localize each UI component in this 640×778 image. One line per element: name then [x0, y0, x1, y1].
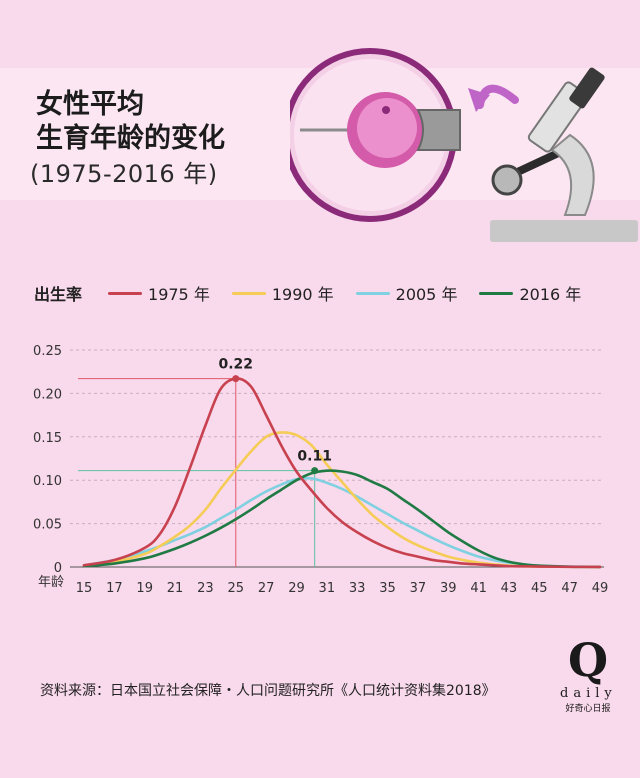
series-line-2005 — [82, 476, 602, 569]
egg-nucleus — [357, 98, 417, 158]
x-tick-label: 49 — [592, 581, 609, 596]
page-subtitle: (1975-2016 年) — [30, 160, 218, 188]
legend-item-2016: 2016 年 — [479, 281, 581, 305]
logo-letter: Q — [567, 633, 609, 687]
title-line-2: 生育年龄的变化 — [36, 123, 225, 154]
qdaily-logo: Q daily 好奇心日报 — [560, 633, 617, 714]
pink-arrow-head-icon — [468, 88, 490, 112]
legend-text-2016: 2016 年 — [519, 285, 582, 304]
y-tick-label: 0.20 — [33, 387, 62, 402]
pipette — [416, 109, 461, 151]
logo-cn: 好奇心日报 — [565, 704, 611, 714]
source-note: 资料来源：日本国立社会保障・人口问题研究所《人口统计资料集2018》 — [40, 683, 496, 699]
x-tick-label: 39 — [440, 581, 457, 596]
legend-swatch-1975 — [108, 291, 143, 295]
page-title: 女性平均 生育年龄的变化 — [36, 88, 225, 156]
legend-swatch-2005 — [355, 291, 390, 295]
series-line-1990 — [82, 431, 602, 569]
egg-center — [382, 106, 390, 114]
microscope-eyepiece — [569, 67, 605, 109]
y-tick-label: 0.15 — [33, 431, 62, 446]
legend-item-1990: 1990 年 — [231, 281, 334, 305]
x-tick-label: 37 — [410, 581, 427, 596]
x-tick-label: 33 — [349, 581, 366, 596]
legend-text-1975: 1975 年 — [148, 285, 210, 304]
microscope-mirror — [491, 164, 523, 196]
legend-text-2005: 2005 年 — [395, 285, 458, 304]
x-tick-label: 45 — [531, 581, 548, 596]
x-tick-label: 17 — [106, 581, 123, 596]
annotation-label: 0.11 — [297, 449, 332, 465]
birth-rate-chart: 0 0.05 0.10 0.15 0.20 0.25 15 17 19 21 23 25 27 29 31 3… — [33, 344, 609, 596]
title-line-1: 女性平均 — [36, 89, 144, 120]
legend-label: 出生率 — [34, 285, 83, 304]
x-tick-label: 27 — [258, 581, 275, 596]
x-tick-label: 43 — [501, 581, 518, 596]
series-line-1975 — [82, 377, 602, 569]
microscope-base — [490, 220, 638, 242]
legend-item-1975: 1975 年 — [108, 281, 210, 305]
x-tick-label: 21 — [167, 581, 184, 596]
legend-swatch-1990 — [231, 291, 266, 295]
x-tick-label: 23 — [197, 581, 214, 596]
x-axis-label: 年龄 — [38, 575, 64, 590]
y-tick-label: 0.25 — [33, 344, 62, 359]
x-tick-label: 31 — [319, 581, 336, 596]
y-tick-label: 0.05 — [33, 518, 62, 533]
legend-item-2005: 2005 年 — [355, 281, 458, 305]
x-tick-label: 19 — [136, 581, 153, 596]
annotation-point — [232, 375, 240, 383]
legend-swatch-2016 — [479, 291, 514, 295]
x-tick-label: 29 — [288, 581, 305, 596]
logo-word: daily — [560, 686, 617, 701]
microscope-arm — [550, 133, 595, 216]
x-tick-label: 41 — [470, 581, 487, 596]
annotation-label: 0.22 — [218, 357, 253, 373]
series-line-2016 — [82, 469, 602, 569]
microscope-stage — [511, 146, 567, 178]
x-tick-label: 47 — [561, 581, 578, 596]
x-tick-label: 15 — [76, 581, 93, 596]
legend-text-1990: 1990 年 — [271, 285, 334, 304]
y-tick-label: 0.10 — [33, 474, 62, 489]
x-tick-label: 25 — [227, 581, 244, 596]
x-tick-label: 35 — [379, 581, 396, 596]
y-tick-label: 0 — [54, 561, 62, 576]
annotation-point — [311, 467, 319, 475]
microscope-illustration — [290, 48, 638, 242]
chart-legend: 出生率 1975 年 1990 年 2005 年 2016 年 — [34, 282, 603, 304]
